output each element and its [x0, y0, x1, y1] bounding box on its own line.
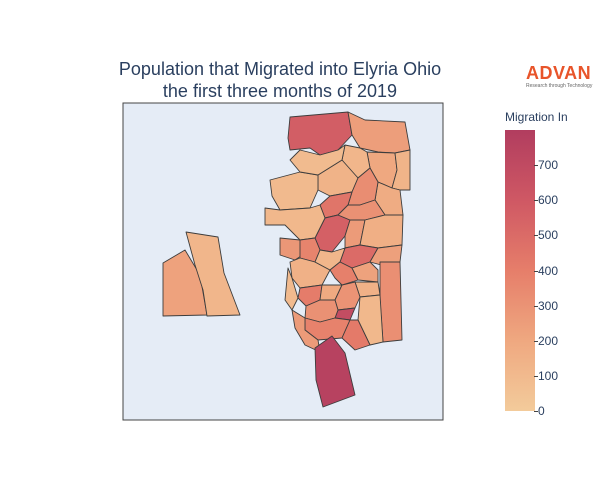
chart-title-line-1: Population that Migrated into Elyria Ohi… [118, 59, 442, 79]
chart-title-line-2: the first three months of 2019 [162, 81, 398, 101]
colorbar [505, 130, 535, 411]
colorbar-tick-label: 300 [533, 298, 559, 313]
map-region-r32[interactable] [284, 267, 299, 311]
colorbar-tick-label: 200 [533, 333, 559, 348]
chart-title: Population that Migrated into Elyria Ohi… [80, 58, 480, 102]
map-regions [162, 111, 411, 408]
colorbar-tick-label: 100 [533, 368, 559, 383]
map-region-r21[interactable] [289, 257, 331, 289]
logo-tagline: Research through Technology [526, 83, 593, 89]
map-region-r08[interactable] [289, 144, 346, 176]
map-region-r16[interactable] [264, 204, 326, 241]
colorbar-ticks: 0 100 200 300 400 500 600 700 [533, 130, 578, 418]
map-region-r35[interactable] [341, 319, 371, 351]
map-region-r15[interactable] [359, 214, 404, 249]
colorbar-tick-label: 600 [533, 193, 559, 208]
colorbar-tick-label: 700 [533, 158, 559, 173]
map-region-r24[interactable] [351, 261, 379, 283]
map-region-r07[interactable] [269, 171, 319, 211]
map-region-r25[interactable] [379, 261, 403, 343]
colorbar-tick-label: 400 [533, 263, 559, 278]
map-region-west-tract-b[interactable] [185, 231, 241, 317]
logo-wordmark: ADVAN [526, 63, 592, 83]
advan-logo: ADVAN Research through Technology [526, 64, 592, 89]
colorbar-tick-label: 500 [533, 228, 559, 243]
map-region-south-tract[interactable] [314, 335, 356, 408]
colorbar-title: Migration In [505, 110, 568, 124]
colorbar-tick-label: 0 [534, 404, 545, 418]
